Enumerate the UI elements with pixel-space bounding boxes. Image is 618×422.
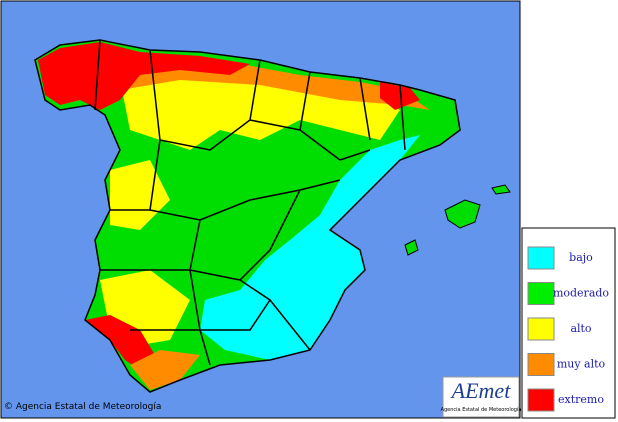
zone-bajo <box>200 135 420 360</box>
zone-alto <box>120 70 400 150</box>
legend-swatch <box>527 317 555 341</box>
logo-subtitle: Agencia Estatal de Meteorología <box>441 406 522 413</box>
zone-extremo-north <box>38 42 250 110</box>
zone-extremo-ne <box>380 82 420 110</box>
logo-name: AEmet <box>450 378 512 403</box>
legend-label: moderado <box>553 287 609 300</box>
legend-swatch <box>527 353 555 376</box>
legend-label: alto <box>570 322 591 335</box>
island-menorca <box>491 184 511 195</box>
legend-swatch <box>527 388 555 412</box>
island-ibiza <box>404 239 419 256</box>
legend-label: extremo <box>558 393 604 406</box>
legend-swatch <box>527 282 555 305</box>
legend-swatch <box>527 246 555 270</box>
spain-map <box>34 39 511 393</box>
zone-muy-alto-south <box>130 350 200 390</box>
copyright: © Agencia Estatal de Meteorología <box>4 402 161 412</box>
zone-extremo-sw <box>85 315 155 370</box>
island-mallorca <box>444 199 481 229</box>
province-borders <box>34 39 461 393</box>
legend-label: bajo <box>569 251 593 264</box>
logo-box: AEmet Agencia Estatal de Meteorología <box>441 376 522 418</box>
legend-label: muy alto <box>557 358 606 371</box>
logo-frame <box>442 376 520 418</box>
